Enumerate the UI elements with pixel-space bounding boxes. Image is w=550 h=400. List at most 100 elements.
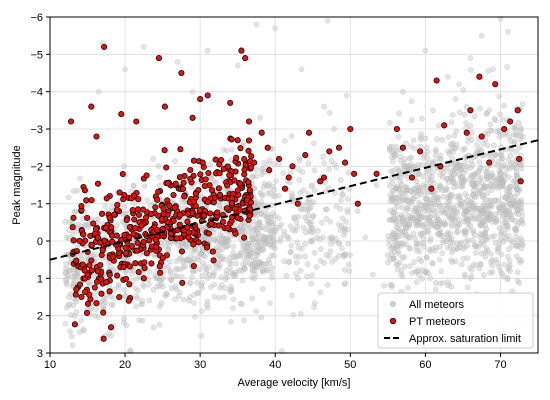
all-meteors-point (254, 230, 261, 237)
all-meteors-point (449, 112, 456, 118)
pt-meteors-point (153, 243, 160, 250)
all-meteors-point (345, 209, 351, 216)
all-meteors-point (510, 201, 516, 207)
all-meteors-point (504, 275, 511, 281)
all-meteors-point (270, 220, 277, 227)
all-meteors-point (91, 251, 98, 258)
all-meteors-point (474, 148, 480, 155)
all-meteors-point (417, 184, 424, 191)
all-meteors-point (71, 313, 78, 319)
pt-meteors-point (172, 180, 179, 187)
pt-meteors-point (408, 174, 415, 181)
all-meteors-point (506, 166, 513, 172)
all-meteors-point (413, 241, 420, 247)
all-meteors-point (135, 287, 141, 294)
all-meteors-point (299, 245, 305, 252)
all-meteors-point (484, 176, 490, 182)
all-meteors-point (230, 249, 236, 256)
all-meteors-point (76, 329, 83, 336)
all-meteors-point (159, 275, 166, 282)
all-meteors-point (456, 194, 463, 200)
all-meteors-point (343, 219, 349, 225)
all-meteors-point (302, 229, 309, 236)
all-meteors-point (408, 117, 415, 123)
all-meteors-point (211, 269, 217, 275)
pt-meteors-point (141, 265, 148, 272)
all-meteors-point (327, 248, 334, 254)
pt-meteors-point (84, 214, 91, 221)
all-meteors-point (255, 259, 262, 266)
all-meteors-point (516, 186, 523, 193)
pt-meteors-point (501, 125, 508, 133)
all-meteors-point (177, 266, 184, 273)
all-meteors-point (247, 247, 253, 253)
all-meteors-point (245, 242, 251, 248)
all-meteors-point (238, 227, 245, 233)
all-meteors-point (307, 229, 314, 236)
all-meteors-point (310, 213, 317, 219)
all-meteors-point (482, 253, 489, 260)
all-meteors-point (397, 184, 404, 191)
all-meteors-point (223, 235, 230, 242)
pt-meteors-point (126, 281, 133, 288)
all-meteors-point (233, 260, 240, 267)
all-meteors-point (390, 229, 397, 236)
pt-meteors-point (84, 300, 91, 307)
all-meteors-point (270, 193, 277, 199)
all-meteors-point (227, 264, 233, 271)
all-meteors-point (447, 239, 453, 246)
all-meteors-point (277, 238, 284, 245)
all-meteors-point (227, 289, 234, 295)
all-meteors-point (285, 259, 292, 265)
all-meteors-point (466, 206, 473, 212)
all-meteors-point (518, 201, 525, 207)
all-meteors-point (339, 191, 345, 198)
all-meteors-point (257, 240, 264, 247)
all-meteors-point (519, 101, 526, 107)
all-meteors-point (504, 276, 511, 283)
all-meteors-point (246, 260, 253, 267)
all-meteors-point (176, 289, 183, 296)
all-meteors-point (263, 239, 270, 246)
all-meteors-point (468, 137, 475, 143)
all-meteors-point (204, 47, 211, 54)
all-meteors-point (185, 257, 192, 264)
pt-meteors-point (197, 96, 204, 103)
all-meteors-point (329, 258, 336, 265)
pt-meteors-point (204, 198, 211, 206)
all-meteors-point (286, 259, 293, 265)
pt-meteors-point (114, 201, 121, 208)
all-meteors-point (216, 252, 223, 258)
all-meteors-point (249, 268, 256, 274)
all-meteors-point (244, 252, 250, 259)
all-meteors-point (425, 176, 432, 183)
all-meteors-point (326, 253, 333, 260)
pt-meteors-point (177, 146, 184, 153)
all-meteors-point (230, 296, 237, 303)
all-meteors-point (481, 207, 488, 213)
all-meteors-point (507, 237, 514, 244)
pt-meteors-point (205, 230, 212, 237)
all-meteors-point (240, 139, 247, 146)
all-meteors-point (83, 221, 89, 228)
all-meteors-point (63, 269, 69, 276)
all-meteors-point (341, 232, 347, 238)
pt-meteors-point (241, 166, 248, 173)
all-meteors-point (122, 292, 129, 299)
all-meteors-point (196, 289, 202, 296)
all-meteors-point (450, 171, 457, 177)
all-meteors-point (214, 261, 221, 267)
all-meteors-point (267, 241, 274, 248)
all-meteors-point (146, 268, 153, 275)
all-meteors-point (206, 264, 213, 270)
pt-meteors-point (141, 259, 148, 266)
pt-meteors-point (507, 118, 514, 125)
all-meteors-point (491, 142, 497, 149)
all-meteors-point (224, 147, 230, 154)
all-meteors-point (184, 256, 191, 262)
all-meteors-point (471, 113, 478, 120)
all-meteors-point (489, 234, 496, 240)
all-meteors-point (259, 267, 266, 273)
all-meteors-point (446, 151, 453, 157)
all-meteors-point (450, 175, 457, 182)
